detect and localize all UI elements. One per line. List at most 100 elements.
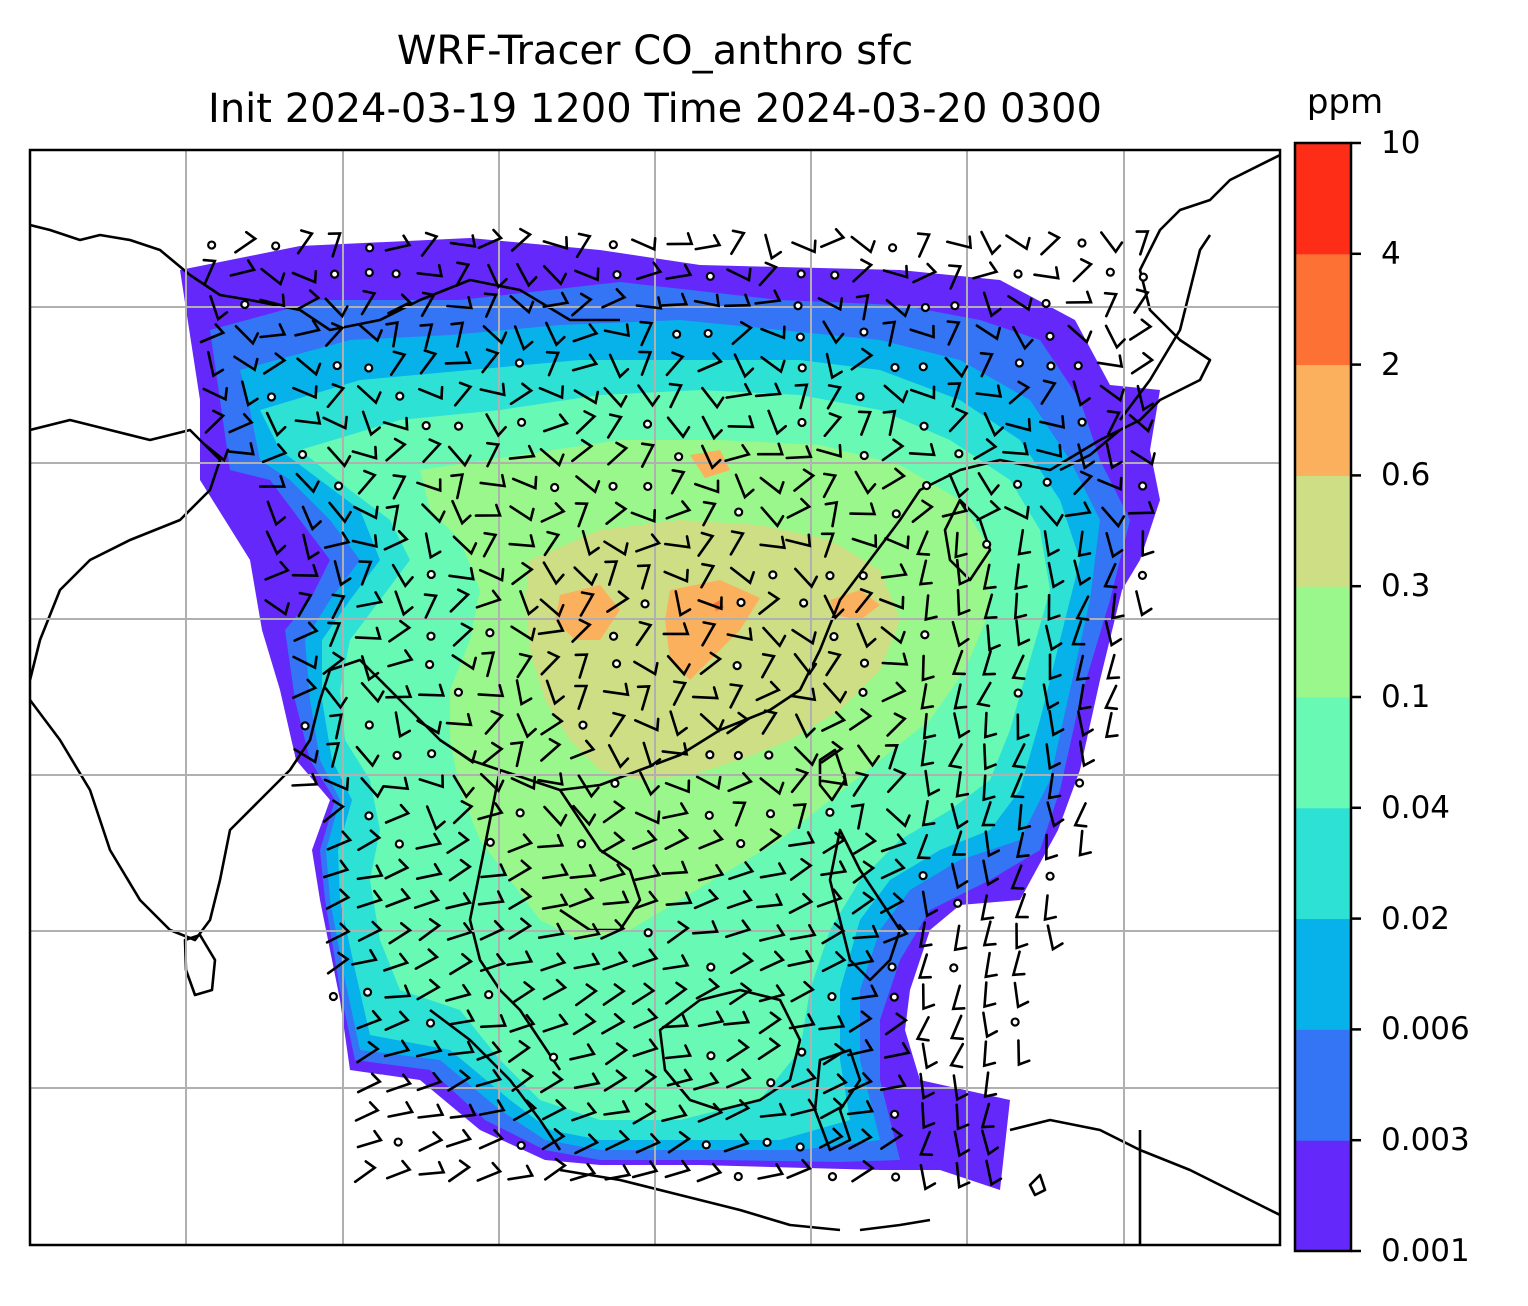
- wind-barb: [669, 710, 688, 737]
- calm-wind-marker: [733, 1171, 743, 1182]
- wind-barb: [391, 563, 414, 589]
- calm-wind-marker: [362, 987, 373, 997]
- wind-barb: [601, 288, 627, 309]
- wind-barb: [662, 954, 690, 971]
- wind-barb: [701, 415, 723, 441]
- wind-barb: [880, 1127, 904, 1150]
- wind-barb: [982, 859, 999, 887]
- wind-barb: [416, 978, 441, 1001]
- wind-barb: [670, 469, 686, 495]
- wind-barb: [849, 502, 877, 516]
- wind-barb: [822, 1042, 847, 1066]
- wind-barb: [1128, 413, 1154, 434]
- wind-barb: [1130, 351, 1155, 375]
- wind-barb: [916, 833, 931, 860]
- wind-barb: [575, 983, 599, 1007]
- wind-barb: [1104, 620, 1123, 648]
- calm-wind-marker: [795, 1142, 805, 1152]
- wind-barb: [820, 532, 835, 558]
- calm-wind-marker: [888, 243, 898, 253]
- wind-barb: [924, 594, 938, 622]
- wind-barb: [691, 920, 720, 935]
- wind-barb: [635, 296, 663, 310]
- wind-barb: [732, 801, 747, 827]
- wind-barb: [479, 772, 505, 794]
- calm-wind-marker: [393, 1137, 403, 1147]
- wind-barb: [789, 687, 817, 702]
- map-frame: [28, 148, 1282, 1247]
- wind-barb: [697, 1102, 724, 1123]
- calm-wind-marker: [611, 659, 622, 669]
- colorbar-tick-label: 0.001: [1381, 1233, 1470, 1269]
- calm-wind-marker: [672, 329, 682, 339]
- wind-barb: [1075, 595, 1090, 621]
- wind-barb: [767, 409, 787, 436]
- wind-barb: [571, 438, 594, 463]
- wind-barb: [545, 321, 566, 347]
- wind-barb: [885, 298, 911, 318]
- wind-barb: [445, 983, 472, 1002]
- wind-barb: [1047, 593, 1061, 622]
- calm-wind-marker: [1045, 871, 1055, 881]
- wind-barb: [581, 529, 600, 557]
- wind-barb: [664, 779, 691, 794]
- wind-barb: [697, 863, 725, 882]
- wind-barb: [754, 289, 782, 305]
- wind-barb: [855, 293, 870, 321]
- wind-barb: [573, 389, 600, 405]
- wind-barb: [356, 889, 384, 909]
- wind-barb: [385, 685, 413, 699]
- wind-barb: [948, 264, 963, 290]
- calm-wind-marker: [706, 1051, 716, 1061]
- wind-barb: [672, 680, 688, 706]
- wind-barb: [451, 499, 472, 526]
- wind-barb: [513, 325, 534, 352]
- wind-barb: [322, 651, 345, 675]
- map-title-line-1: WRF-Tracer CO_anthro sfc: [396, 28, 914, 74]
- wind-barb: [1073, 802, 1088, 828]
- wind-barb: [955, 1162, 971, 1190]
- calm-wind-marker: [920, 302, 931, 313]
- wind-barb: [847, 1072, 874, 1093]
- wind-barb: [635, 620, 653, 647]
- wind-barb: [476, 1041, 503, 1061]
- wind-barb: [664, 535, 691, 549]
- wind-barb: [1077, 710, 1094, 738]
- wind-barb: [418, 385, 444, 401]
- wind-barb: [602, 800, 626, 824]
- wind-barb: [850, 235, 876, 254]
- wind-barb: [259, 293, 286, 308]
- calm-wind-marker: [207, 240, 217, 250]
- wind-barb: [447, 1069, 472, 1092]
- wind-barb: [665, 891, 693, 906]
- wind-barb: [475, 1068, 503, 1088]
- wind-barb: [479, 953, 507, 972]
- wind-barb: [983, 743, 997, 771]
- wind-barb: [414, 948, 440, 970]
- wind-barb: [791, 1068, 818, 1088]
- wind-barb: [956, 589, 971, 617]
- wind-barb: [761, 653, 776, 679]
- wind-barb: [793, 653, 818, 676]
- wind-barb: [392, 474, 407, 500]
- wind-barb: [982, 1011, 999, 1039]
- wind-barb: [606, 413, 623, 439]
- wind-barb: [572, 323, 599, 343]
- wind-barb: [727, 772, 753, 793]
- calm-wind-marker: [332, 360, 342, 371]
- wind-barb: [696, 1162, 723, 1183]
- wind-barb: [1010, 772, 1025, 799]
- wind-barb: [259, 323, 287, 339]
- wind-barb: [699, 651, 723, 675]
- wind-barb: [385, 1159, 412, 1180]
- wind-barb: [635, 1133, 662, 1154]
- wind-barb: [794, 567, 819, 589]
- wind-barb: [849, 708, 873, 731]
- wind-barb: [387, 293, 413, 315]
- wind-barb: [574, 684, 589, 710]
- wind-barb: [207, 350, 225, 378]
- calm-wind-marker: [515, 808, 525, 818]
- wind-barb: [633, 660, 659, 677]
- wind-barb: [824, 500, 839, 528]
- wind-barb: [607, 744, 630, 769]
